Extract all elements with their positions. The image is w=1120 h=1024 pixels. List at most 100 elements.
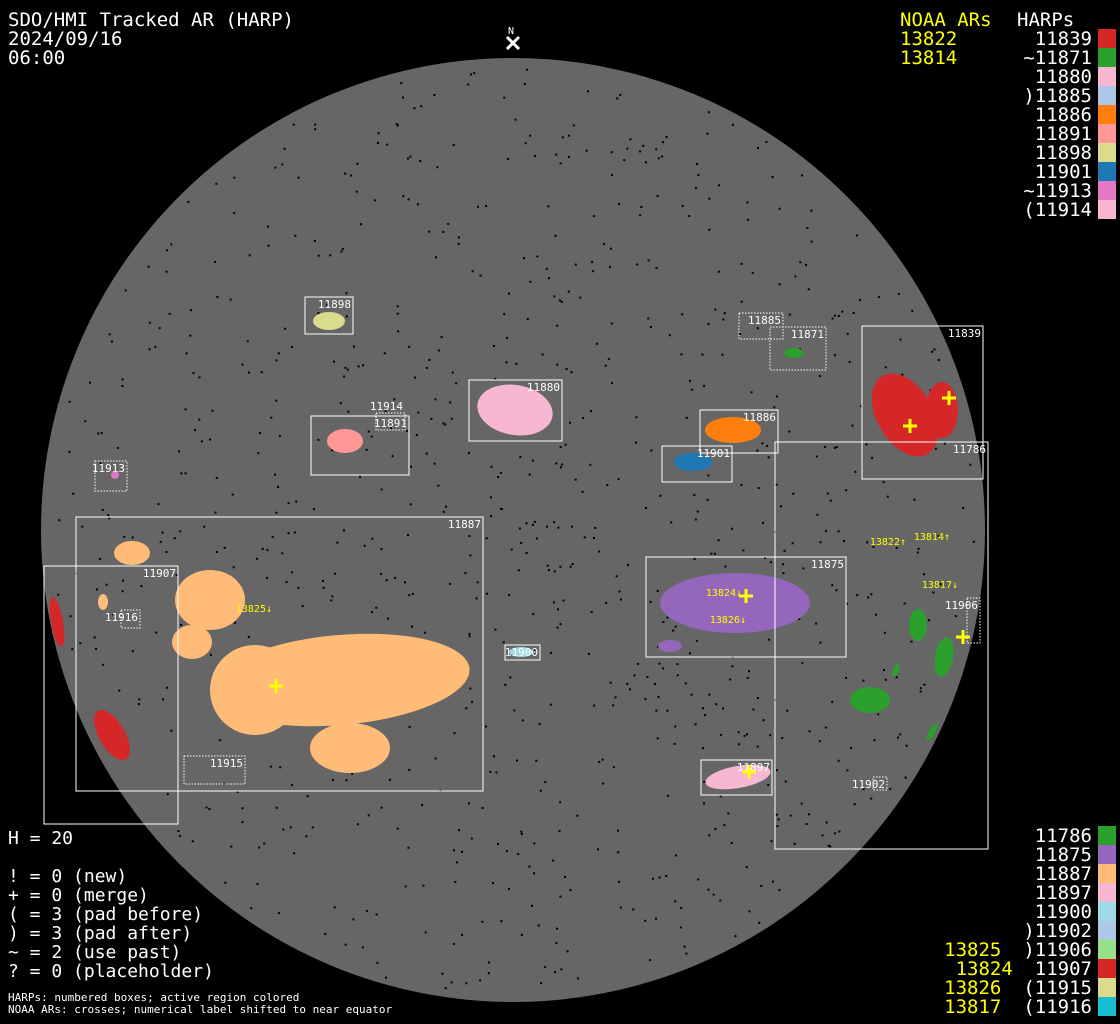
harp-color-swatch	[1098, 200, 1116, 219]
magnetic-speckle	[681, 313, 684, 316]
magnetic-speckle	[311, 826, 314, 829]
magnetic-speckle	[793, 842, 796, 845]
magnetic-speckle	[780, 505, 783, 508]
magnetic-speckle	[969, 463, 972, 466]
harp-legend-row: ~11871	[1023, 47, 1116, 69]
magnetic-speckle	[517, 569, 520, 572]
magnetic-speckle	[684, 682, 687, 685]
magnetic-speckle	[668, 334, 671, 337]
magnetic-speckle	[644, 161, 647, 164]
magnetic-speckle	[770, 840, 773, 843]
stat-line: ) = 3 (pad after)	[8, 923, 193, 944]
magnetic-speckle	[865, 443, 868, 446]
harp-color-swatch	[1098, 940, 1116, 959]
active-region-11875	[660, 573, 810, 633]
active-region-11786	[926, 723, 938, 741]
noaa-heading: NOAA ARs	[900, 9, 992, 31]
harp-box-label: 11875	[811, 558, 844, 571]
magnetic-speckle	[342, 529, 345, 532]
magnetic-speckle	[79, 642, 82, 645]
magnetic-speckle	[546, 525, 549, 528]
magnetic-speckle	[751, 272, 754, 275]
magnetic-speckle	[537, 924, 540, 927]
magnetic-speckle	[493, 755, 496, 758]
magnetic-speckle	[639, 150, 642, 153]
magnetic-speckle	[807, 288, 810, 291]
magnetic-speckle	[555, 942, 558, 945]
magnetic-speckle	[496, 843, 499, 846]
magnetic-speckle	[644, 919, 647, 922]
magnetic-speckle	[100, 432, 103, 435]
magnetic-speckle	[670, 521, 673, 524]
magnetic-speckle	[468, 635, 471, 638]
magnetic-speckle	[411, 592, 414, 595]
harp-legend-row: 11839	[1023, 28, 1116, 50]
magnetic-speckle	[450, 981, 453, 984]
magnetic-speckle	[899, 733, 902, 736]
magnetic-speckle	[933, 348, 936, 351]
magnetic-speckle	[359, 475, 362, 478]
magnetic-speckle	[714, 827, 717, 830]
magnetic-speckle	[633, 674, 636, 677]
magnetic-speckle	[505, 850, 508, 853]
magnetic-speckle	[903, 602, 906, 605]
magnetic-speckle	[102, 663, 105, 666]
magnetic-speckle	[554, 234, 557, 237]
magnetic-speckle	[366, 909, 369, 912]
magnetic-speckle	[345, 779, 348, 782]
magnetic-speckle	[256, 882, 259, 885]
magnetic-speckle	[166, 793, 169, 796]
harp-label: 11897	[1034, 881, 1092, 904]
magnetic-speckle	[428, 230, 431, 233]
magnetic-speckle	[867, 596, 870, 599]
magnetic-speckle	[719, 899, 722, 902]
magnetic-speckle	[708, 834, 711, 837]
magnetic-speckle	[601, 758, 604, 761]
magnetic-speckle	[782, 572, 785, 575]
magnetic-speckle	[883, 631, 886, 634]
harp-box-11871	[769, 326, 827, 371]
magnetic-speckle	[258, 432, 261, 435]
magnetic-speckle	[287, 502, 290, 505]
magnetic-speckle	[683, 945, 686, 948]
magnetic-speckle	[407, 157, 410, 160]
magnetic-speckle	[538, 723, 541, 726]
magnetic-speckle	[137, 703, 140, 706]
magnetic-speckle	[214, 260, 217, 263]
magnetic-speckle	[281, 552, 284, 555]
north-pole-marker-icon	[505, 35, 521, 51]
magnetic-speckle	[792, 492, 795, 495]
active-region-11786	[934, 637, 954, 677]
magnetic-speckle	[523, 83, 526, 86]
magnetic-speckle	[449, 401, 452, 404]
magnetic-speckle	[266, 225, 269, 228]
magnetic-speckle	[218, 739, 221, 742]
harp-box-label: 11871	[791, 328, 824, 341]
magnetic-speckle	[674, 725, 677, 728]
magnetic-speckle	[461, 933, 464, 936]
magnetic-speckle	[331, 595, 334, 598]
harp-color-swatch	[1098, 105, 1116, 124]
magnetic-speckle	[208, 438, 211, 441]
magnetic-speckle	[843, 540, 846, 543]
magnetic-speckle	[234, 621, 237, 624]
magnetic-speckle	[485, 205, 488, 208]
magnetic-speckle	[745, 733, 748, 736]
magnetic-speckle	[740, 484, 743, 487]
magnetic-speckle	[743, 734, 746, 737]
active-region-11887	[114, 541, 150, 565]
magnetic-speckle	[901, 373, 904, 376]
harp-label: 11901	[1034, 160, 1092, 183]
magnetic-speckle	[661, 141, 664, 144]
magnetic-speckle	[148, 348, 151, 351]
magnetic-speckle	[510, 548, 513, 551]
magnetic-speckle	[468, 535, 471, 538]
magnetic-speckle	[708, 228, 711, 231]
magnetic-speckle	[602, 782, 605, 785]
magnetic-speckle	[846, 332, 849, 335]
magnetic-speckle	[108, 333, 111, 336]
magnetic-speckle	[84, 420, 87, 423]
harp-box-label: 11885	[748, 314, 781, 327]
magnetic-speckle	[750, 391, 753, 394]
magnetic-speckle	[528, 865, 531, 868]
